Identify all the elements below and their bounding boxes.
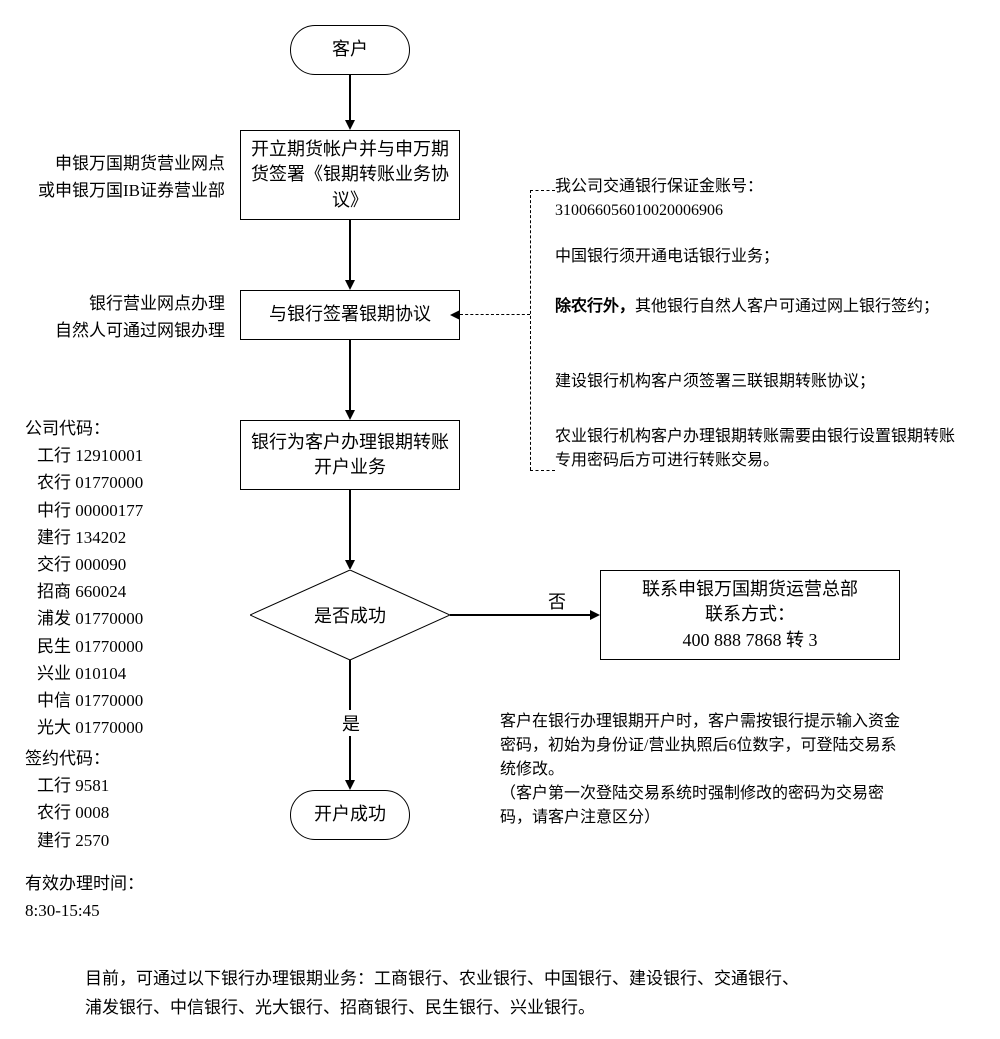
hours-value: 8:30-15:45 xyxy=(25,897,225,924)
dashed-brace-vertical xyxy=(530,190,531,470)
step3-node: 银行为客户办理银期转账开户业务 xyxy=(240,420,460,490)
right-note-4: 建设银行机构客户须签署三联银期转账协议； xyxy=(555,370,965,394)
arrow-head xyxy=(345,280,355,290)
no-label: 否 xyxy=(548,588,566,614)
arrow-head xyxy=(345,120,355,130)
right-note-3-rest: 其他银行自然人客户可通过网上银行签约； xyxy=(635,298,939,315)
company-code-row: 交行 000090 xyxy=(37,551,225,578)
arrow-line xyxy=(450,614,590,616)
right-note-1: 我公司交通银行保证金账号： 310066056010020006906 xyxy=(555,175,965,223)
dashed-arrow-line xyxy=(460,314,530,315)
company-codes-block: 公司代码： 工行 12910001农行 01770000中行 00000177建… xyxy=(25,415,225,741)
hours-block: 有效办理时间： 8:30-15:45 xyxy=(25,870,225,924)
arrow-line xyxy=(349,75,351,120)
dashed-tick xyxy=(530,190,555,191)
password-note: 客户在银行办理银期开户时，客户需按银行提示输入资金密码，初始为身份证/营业执照后… xyxy=(500,710,900,830)
sign-code-row: 建行 2570 xyxy=(37,827,225,854)
sign-codes-title: 签约代码： xyxy=(25,745,225,772)
step2-node: 与银行签署银期协议 xyxy=(240,290,460,340)
company-code-row: 建行 134202 xyxy=(37,524,225,551)
company-code-row: 兴业 010104 xyxy=(37,660,225,687)
sign-codes-block: 签约代码： 工行 9581农行 0008建行 2570 xyxy=(25,745,225,854)
start-node: 客户 xyxy=(290,25,410,75)
arrow-head xyxy=(450,310,460,320)
step1-node: 开立期货帐户并与申万期货签署《银期转账业务协议》 xyxy=(240,130,460,220)
decision-label: 是否成功 xyxy=(314,602,386,628)
company-code-row: 农行 01770000 xyxy=(37,469,225,496)
right-note-3-bold: 除农行外， xyxy=(555,298,635,315)
left-note-2: 银行营业网点办理 自然人可通过网银办理 xyxy=(25,290,225,344)
right-note-2: 中国银行须开通电话银行业务； xyxy=(555,245,965,269)
company-code-row: 中信 01770000 xyxy=(37,687,225,714)
footer-text: 目前，可通过以下银行办理银期业务：工商银行、农业银行、中国银行、建设银行、交通银… xyxy=(85,965,915,1023)
decision-node: 是否成功 xyxy=(250,570,450,660)
company-code-row: 光大 01770000 xyxy=(37,714,225,741)
arrow-line xyxy=(349,490,351,560)
end-node: 开户成功 xyxy=(290,790,410,840)
company-code-row: 招商 660024 xyxy=(37,578,225,605)
arrow-head xyxy=(590,610,600,620)
contact-node: 联系申银万国期货运营总部 联系方式： 400 888 7868 转 3 xyxy=(600,570,900,660)
company-code-row: 工行 12910001 xyxy=(37,442,225,469)
arrow-head xyxy=(345,560,355,570)
arrow-head xyxy=(345,780,355,790)
company-code-row: 民生 01770000 xyxy=(37,633,225,660)
arrow-line xyxy=(349,340,351,410)
company-code-row: 浦发 01770000 xyxy=(37,605,225,632)
arrow-head xyxy=(345,410,355,420)
company-codes-title: 公司代码： xyxy=(25,415,225,442)
yes-label: 是 xyxy=(342,710,360,736)
right-note-3: 除农行外，其他银行自然人客户可通过网上银行签约； xyxy=(555,295,965,319)
sign-code-row: 工行 9581 xyxy=(37,772,225,799)
sign-code-row: 农行 0008 xyxy=(37,799,225,826)
left-note-1: 申银万国期货营业网点 或申银万国IB证券营业部 xyxy=(25,150,225,204)
right-note-5: 农业银行机构客户办理银期转账需要由银行设置银期转账专用密码后方可进行转账交易。 xyxy=(555,425,965,473)
dashed-tick xyxy=(530,470,555,471)
hours-title: 有效办理时间： xyxy=(25,870,225,897)
company-code-row: 中行 00000177 xyxy=(37,497,225,524)
arrow-line xyxy=(349,220,351,280)
